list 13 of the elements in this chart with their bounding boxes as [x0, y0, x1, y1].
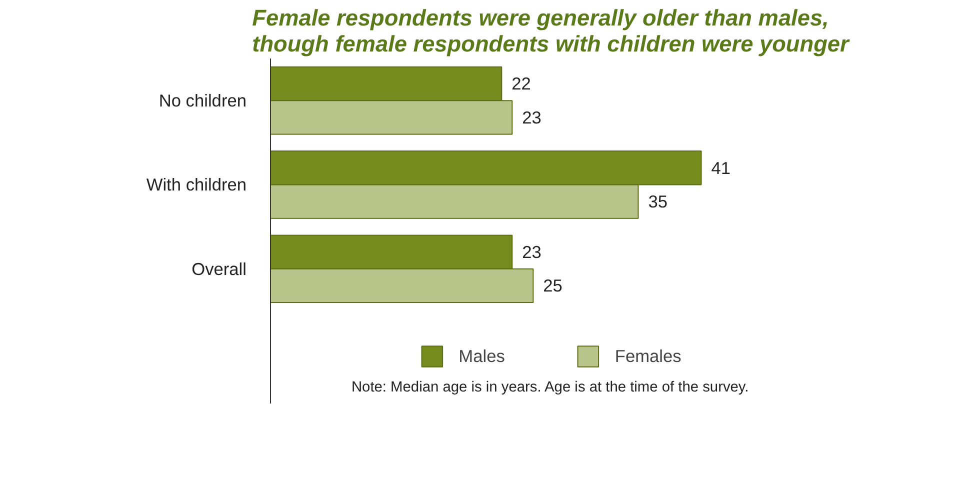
data-label: 41	[711, 158, 731, 178]
data-label: 22	[512, 74, 531, 94]
legend-label: Males	[458, 346, 505, 366]
y-tick-label: Overall	[192, 258, 247, 279]
data-label: 23	[522, 107, 542, 128]
y-tick-label: With children	[146, 174, 247, 195]
data-label: 23	[522, 242, 542, 262]
data-label: 25	[543, 276, 562, 296]
text: Note: Median age is in years. Age is at the time of the survey.	[351, 380, 749, 396]
legend-label: Females	[614, 346, 682, 366]
y-tick-label: No children	[158, 90, 247, 111]
data-label: 35	[648, 192, 668, 212]
chart-title: Female respondents were generally older than males, though female respondents with children were younger	[252, 4, 850, 56]
